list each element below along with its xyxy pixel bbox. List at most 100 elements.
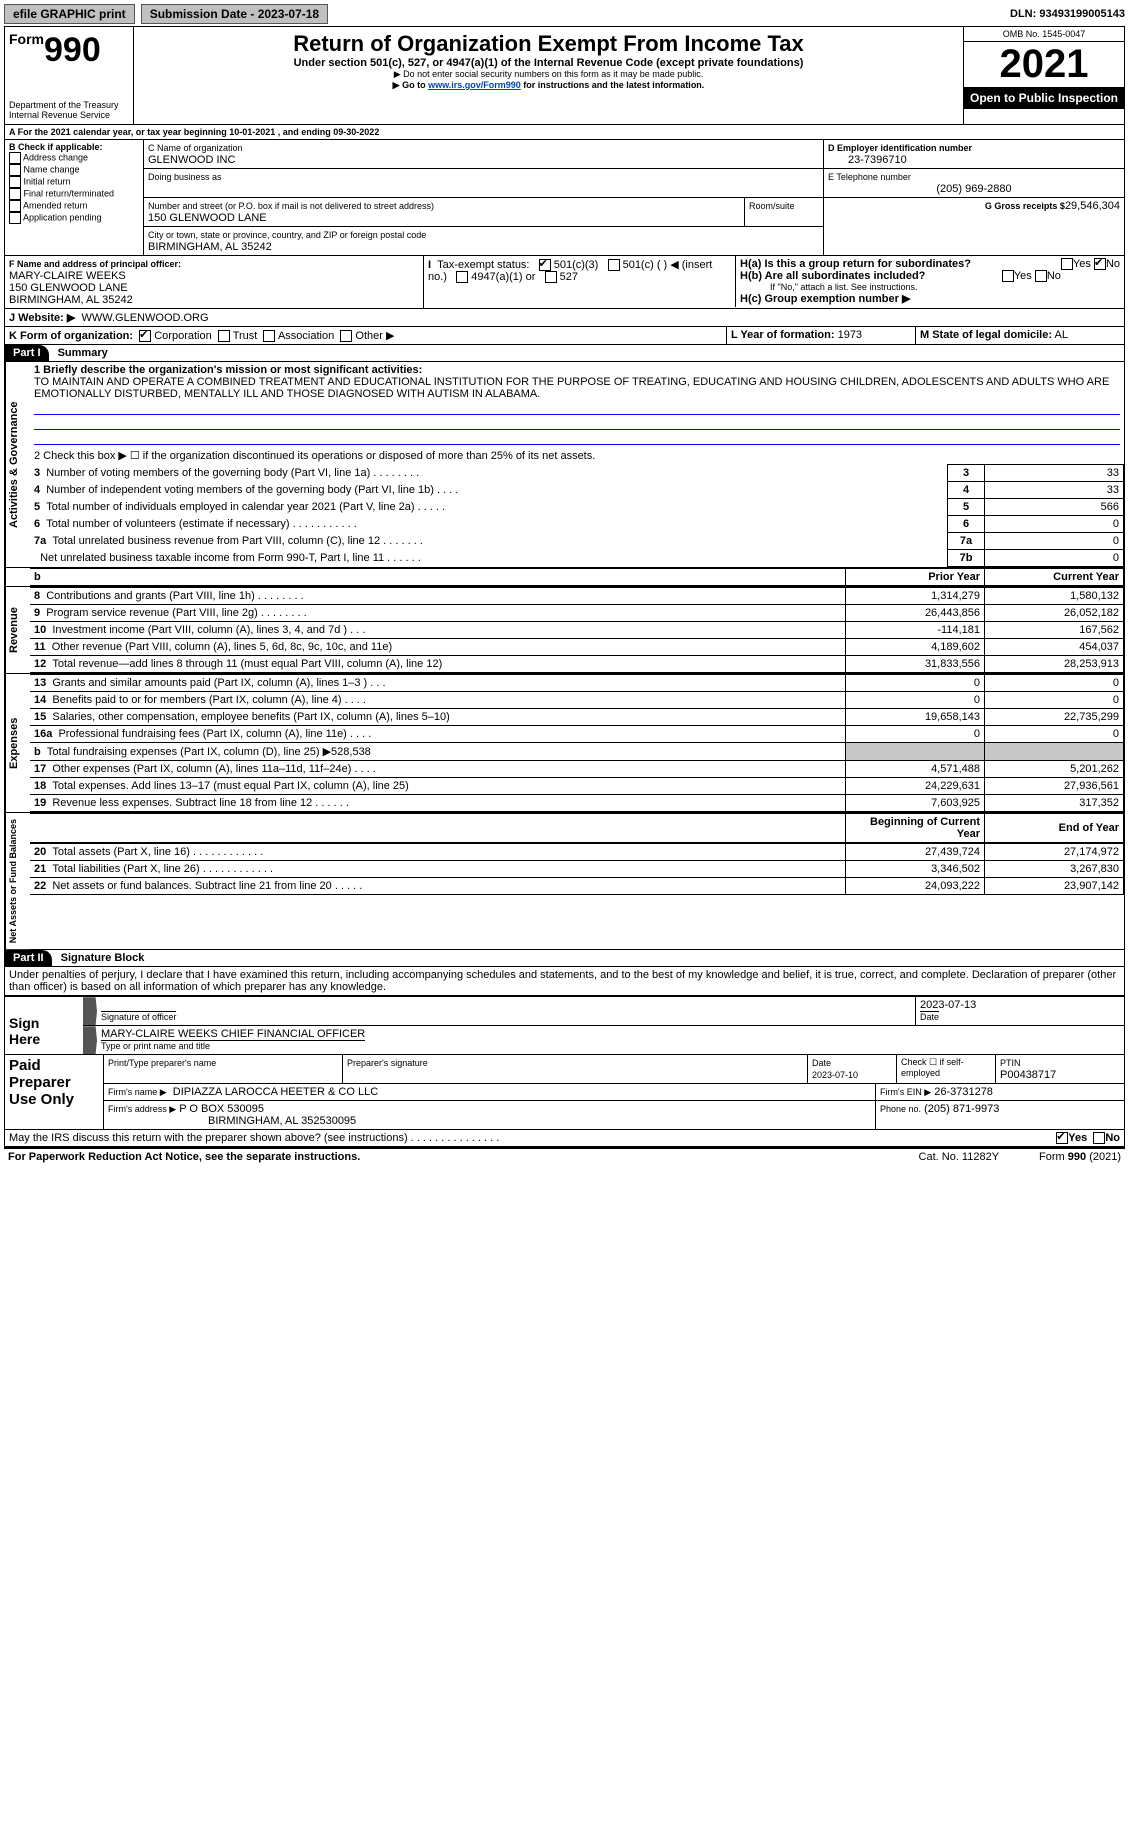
chk-501c3[interactable] (539, 259, 551, 271)
no-lbl: No (1106, 258, 1120, 270)
firm-addr-label: Firm's address ▶ (108, 1104, 176, 1114)
chk-527[interactable] (545, 271, 557, 283)
hb-yes[interactable] (1002, 270, 1014, 282)
revenue-table: 8 Contributions and grants (Part VIII, l… (30, 587, 1124, 673)
box-b-chk[interactable] (9, 188, 21, 200)
form-title: Return of Organization Exempt From Incom… (138, 31, 959, 57)
tab-netassets: Net Assets or Fund Balances (5, 813, 30, 949)
officer-name: MARY-CLAIRE WEEKS (9, 270, 126, 282)
chk-other[interactable] (340, 330, 352, 342)
expenses-table: 13 Grants and similar amounts paid (Part… (30, 674, 1124, 812)
ha-yes[interactable] (1061, 258, 1073, 270)
website-label: J Website: ▶ (9, 312, 75, 324)
firm-addr1: P O BOX 530095 (179, 1103, 264, 1115)
tab-revenue: Revenue (5, 587, 30, 673)
firm-phone-label: Phone no. (880, 1104, 921, 1114)
discuss-no[interactable] (1093, 1132, 1105, 1144)
info-boxes-row1: B Check if applicable: Address change Na… (4, 140, 1125, 256)
dba-label: Doing business as (148, 172, 222, 182)
box-b-chk[interactable] (9, 200, 21, 212)
box-b-chk[interactable] (9, 176, 21, 188)
chk-corp[interactable] (139, 330, 151, 342)
opt-trust: Trust (233, 330, 258, 342)
website-value: WWW.GLENWOOD.ORG (81, 312, 208, 324)
form-prefix: Form (9, 31, 44, 47)
col-begin: Beginning of Current Year (846, 814, 985, 843)
tax-year: 2021 (964, 42, 1124, 87)
discuss-yes[interactable] (1056, 1132, 1068, 1144)
ha-label: H(a) Is this a group return for subordin… (740, 258, 971, 270)
firm-addr2: BIRMINGHAM, AL 352530095 (108, 1115, 356, 1127)
self-employed: Check ☐ if self-employed (897, 1055, 996, 1083)
footer-pra: For Paperwork Reduction Act Notice, see … (8, 1151, 919, 1163)
firm-name-label: Firm's name ▶ (108, 1087, 167, 1097)
netassets-table: 20 Total assets (Part X, line 16) . . . … (30, 843, 1124, 895)
col-current: Current Year (985, 569, 1124, 586)
hb-no[interactable] (1035, 270, 1047, 282)
chk-trust[interactable] (218, 330, 230, 342)
opt-501c3: 501(c)(3) (554, 259, 599, 271)
mission-text: TO MAINTAIN AND OPERATE A COMBINED TREAT… (34, 376, 1109, 400)
officer-city: BIRMINGHAM, AL 35242 (9, 294, 133, 306)
city-value: BIRMINGHAM, AL 35242 (148, 241, 272, 253)
date-label: Date (920, 1011, 939, 1022)
opt-527: 527 (560, 271, 578, 283)
phone-label: E Telephone number (828, 172, 911, 182)
discuss-label: May the IRS discuss this return with the… (9, 1132, 1056, 1144)
irs-link[interactable]: www.irs.gov/Form990 (428, 80, 521, 90)
ptin-label: PTIN (1000, 1058, 1021, 1068)
part2-title: Signature Block (61, 952, 145, 964)
sig-date: 2023-07-13 (920, 999, 976, 1011)
box-k-label: K Form of organization: (9, 330, 133, 342)
box-b-chk[interactable] (9, 164, 21, 176)
phone-value: (205) 969-2880 (828, 183, 1120, 195)
city-label: City or town, state or province, country… (148, 230, 426, 240)
prep-sig-label: Preparer's signature (347, 1058, 428, 1068)
footer-cat: Cat. No. 11282Y (919, 1151, 1000, 1163)
tab-governance: Activities & Governance (5, 362, 30, 567)
ptin-value: P00438717 (1000, 1069, 1056, 1081)
street-label: Number and street (or P.O. box if mail i… (148, 201, 434, 211)
opt-other: Other ▶ (355, 330, 394, 342)
opt-4947: 4947(a)(1) or (471, 271, 535, 283)
sign-here-label: SignHere (5, 997, 83, 1054)
submission-date-button[interactable]: Submission Date - 2023-07-18 (141, 4, 328, 24)
mission-label: 1 Briefly describe the organization's mi… (34, 364, 422, 376)
yes-lbl: Yes (1073, 258, 1091, 270)
chk-assoc[interactable] (263, 330, 275, 342)
box-b-chk[interactable] (9, 152, 21, 164)
firm-name: DIPIAZZA LAROCCA HEETER & CO LLC (173, 1086, 378, 1098)
officer-street: 150 GLENWOOD LANE (9, 282, 128, 294)
sig-officer-label: Signature of officer (101, 1011, 176, 1022)
paid-preparer-label: PaidPreparerUse Only (5, 1055, 103, 1129)
dept-treasury: Department of the Treasury (9, 100, 129, 110)
ha-no[interactable] (1094, 258, 1106, 270)
gross-label: G Gross receipts $ (985, 201, 1065, 211)
dln-label: DLN: 93493199005143 (1010, 8, 1125, 20)
b-label: b (34, 571, 41, 583)
klm-row: K Form of organization: Corporation Trus… (4, 327, 1125, 345)
chk-4947[interactable] (456, 271, 468, 283)
form-header: Form990 Department of the Treasury Inter… (4, 26, 1125, 125)
part2-header: Part II (5, 950, 52, 966)
discuss-no-lbl: No (1105, 1132, 1120, 1144)
year-header-table: b Prior Year Current Year (30, 568, 1124, 586)
hb-note: If "No," attach a list. See instructions… (740, 282, 1120, 292)
officer-label: F Name and address of principal officer: (9, 259, 181, 269)
chk-501c[interactable] (608, 259, 620, 271)
box-b-label: B Check if applicable: (9, 142, 139, 152)
line2-text: 2 Check this box ▶ ☐ if the organization… (30, 447, 1124, 464)
top-bar: efile GRAPHIC print Submission Date - 20… (4, 4, 1125, 24)
opt-corp: Corporation (154, 330, 211, 342)
hc-label: H(c) Group exemption number ▶ (740, 292, 1120, 305)
form-number: 990 (44, 31, 101, 69)
gross-value: 29,546,304 (1065, 200, 1120, 212)
part1-title: Summary (58, 347, 108, 359)
box-b-chk[interactable] (9, 212, 21, 224)
subtitle-under: Under section 501(c), 527, or 4947(a)(1)… (138, 57, 959, 69)
opt-assoc: Association (278, 330, 334, 342)
open-inspection: Open to Public Inspection (964, 87, 1124, 109)
firm-ein: 26-3731278 (934, 1086, 993, 1098)
hb-label: H(b) Are all subordinates included? (740, 270, 925, 282)
discuss-yes-lbl: Yes (1068, 1132, 1087, 1144)
